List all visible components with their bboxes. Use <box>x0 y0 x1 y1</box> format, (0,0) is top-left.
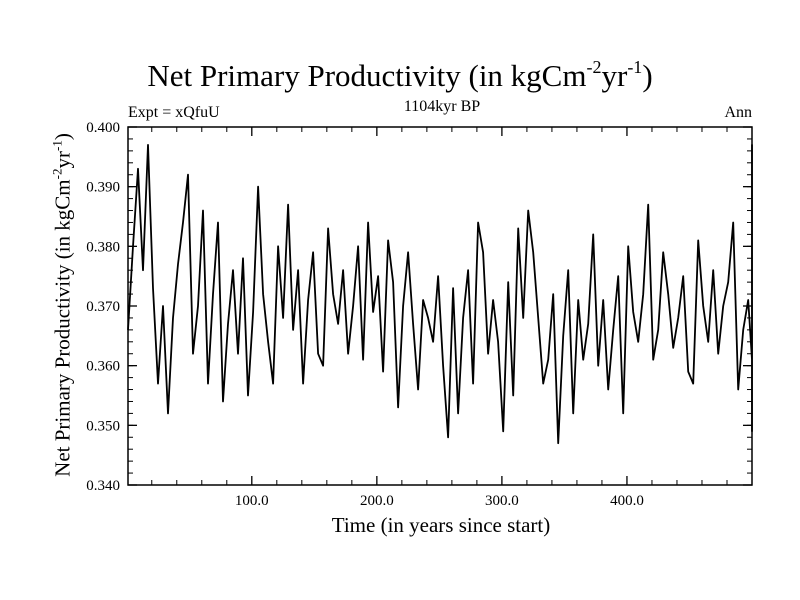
y-tick-label: 0.400 <box>86 120 120 136</box>
chart-title: Net Primary Productivity (in kgCm-2yr-1) <box>0 58 800 94</box>
chart-title-main: Net Primary Productivity (in kgCm <box>147 58 587 93</box>
axis-tick-labels: 0.340 0.350 0.360 0.370 0.380 0.390 0.400 100.0… <box>86 120 644 509</box>
y-tick-label: 0.380 <box>86 239 120 255</box>
y-tick-label: 0.340 <box>86 478 120 494</box>
y-tick-label: 0.370 <box>86 299 120 315</box>
x-tick-label: 400.0 <box>610 493 644 509</box>
x-tick-label: 200.0 <box>360 493 394 509</box>
npp-series-line <box>127 143 753 445</box>
y-tick-label: 0.350 <box>86 418 120 434</box>
x-tick-label: 100.0 <box>235 493 269 509</box>
chart-title-sup-1: -2 <box>586 57 602 77</box>
chart-title-mid: yr <box>601 58 628 93</box>
axis-ticks <box>128 126 752 486</box>
x-tick-label: 300.0 <box>485 493 519 509</box>
x-axis-label: Time (in years since start) <box>331 513 551 537</box>
period-label: 1104kyr BP <box>403 98 481 115</box>
season-label: Ann <box>724 104 752 121</box>
experiment-label: Expt = xQfuU <box>128 104 220 121</box>
y-tick-label: 0.360 <box>86 359 120 375</box>
y-tick-label: 0.390 <box>86 180 120 196</box>
chart-title-close: ) <box>642 58 653 93</box>
chart-title-sup-2: -1 <box>627 57 643 77</box>
